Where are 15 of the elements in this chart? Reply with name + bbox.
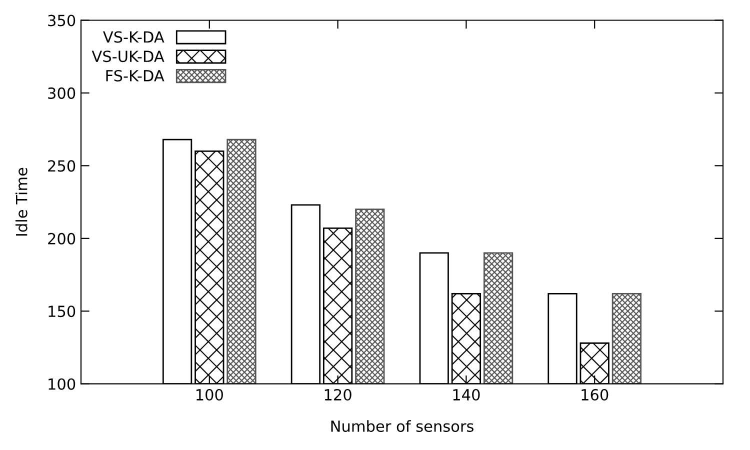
y-tick-label: 250: [48, 160, 76, 172]
x-tick-label: 160: [582, 388, 608, 401]
y-tick-label: 200: [48, 232, 76, 244]
x-tick-label: 140: [453, 388, 480, 401]
x-tick-label: 100: [196, 388, 223, 401]
y-tick-label: 100: [48, 378, 76, 390]
legend-label: FS-K-DA: [106, 70, 164, 82]
y-tick-label: 300: [48, 87, 76, 99]
legend-label: VS-UK-DA: [92, 50, 164, 62]
x-tick-label: 120: [324, 388, 352, 401]
legend-label: VS-K-DA: [102, 31, 164, 43]
y-tick-label: 350: [48, 14, 76, 26]
y-axis-title: Idle Time: [16, 168, 28, 236]
x-axis-title: Number of sensors: [331, 420, 474, 432]
y-tick-label: 150: [48, 306, 76, 318]
